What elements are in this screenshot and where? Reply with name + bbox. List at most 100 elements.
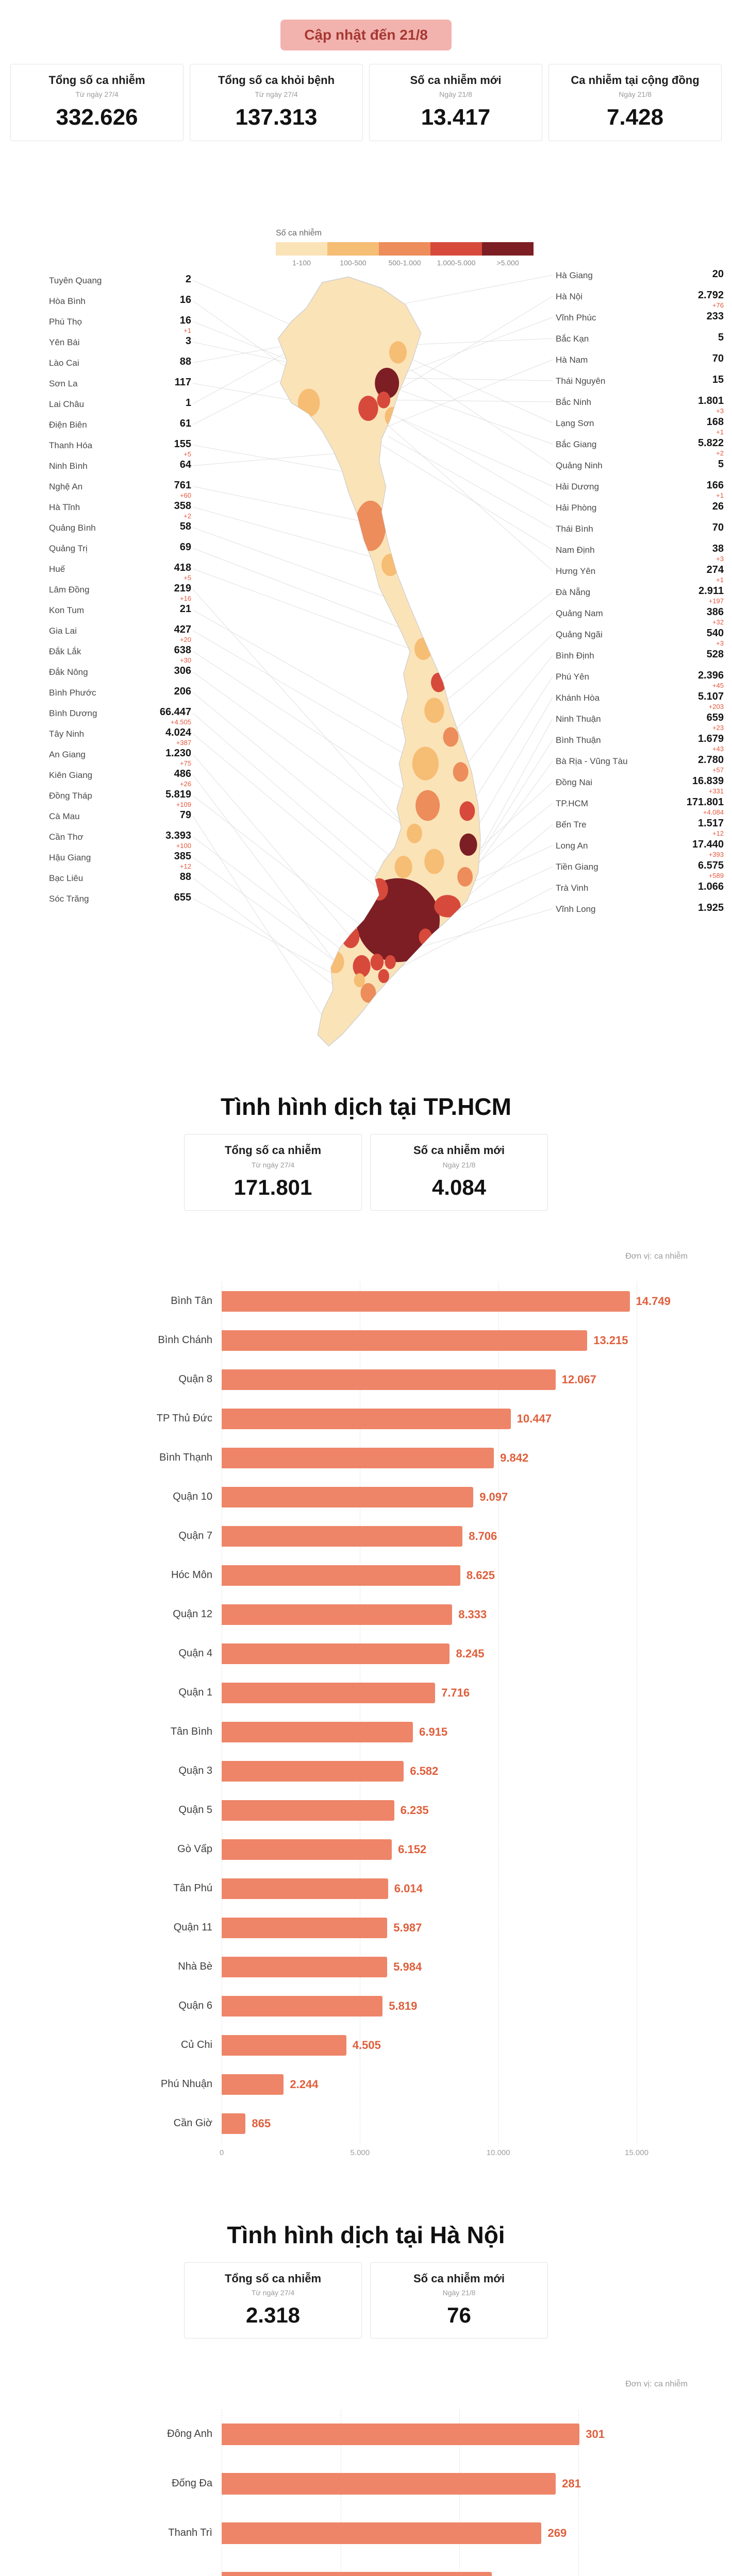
province-name: Lai Châu bbox=[49, 399, 85, 410]
province-row: Phú Yên 2.396 +45 bbox=[556, 670, 724, 691]
bar-row: Cần Giờ 865 bbox=[0, 2104, 732, 2143]
province-total-cases: 70 bbox=[712, 353, 724, 365]
province-name: Nghệ An bbox=[49, 482, 83, 492]
bar-value-label: 13.215 bbox=[593, 1333, 628, 1347]
province-total-cases: 233 bbox=[706, 311, 724, 323]
bar-row: Đống Đa 281 bbox=[0, 2459, 732, 2509]
stat-value: 76 bbox=[447, 2302, 471, 2327]
bar-category-label: Nhà Bè bbox=[178, 1961, 212, 1973]
bar bbox=[222, 1839, 392, 1860]
stat-card-total-cases: Tổng số ca nhiễm Từ ngày 27/4 332.626 bbox=[10, 64, 184, 142]
province-new-cases: +12 bbox=[712, 829, 724, 838]
bar-category-label: Quận 12 bbox=[173, 1608, 212, 1620]
legend-segment: >5.000 bbox=[482, 242, 534, 267]
bar bbox=[222, 1956, 388, 1977]
bar bbox=[222, 1408, 511, 1429]
bar-row: Tân Bình 6.915 bbox=[0, 1713, 732, 1752]
province-total-cases: 5.107 +203 bbox=[697, 691, 724, 711]
province-name: Huế bbox=[49, 564, 65, 574]
bar-category-label: Bình Tân bbox=[171, 1295, 212, 1307]
province-new-cases: +45 bbox=[712, 682, 724, 690]
province-name: Bà Rịa - Vũng Tàu bbox=[556, 756, 628, 767]
bar-row: Bình Chánh 13.215 bbox=[0, 1321, 732, 1360]
province-total-cases: 20 bbox=[712, 268, 724, 280]
x-axis-tick-label: 15.000 bbox=[625, 2148, 648, 2157]
bar bbox=[222, 1369, 556, 1390]
province-row: Khánh Hòa 5.107 +203 bbox=[556, 691, 724, 713]
province-new-cases: +4.505 bbox=[170, 718, 191, 726]
bar-category-label: Phú Nhuận bbox=[160, 2078, 212, 2090]
province-total-cases: 168 +1 bbox=[706, 416, 724, 436]
province-total-cases: 385 +12 bbox=[174, 851, 191, 871]
province-total-cases: 15 bbox=[712, 374, 724, 386]
legend-range-label: 100-500 bbox=[340, 259, 367, 267]
hanoi-stats-row: Tổng số ca nhiễm Từ ngày 27/4 2.318 Số c… bbox=[0, 2262, 732, 2338]
stat-label: Tổng số ca nhiễm bbox=[224, 2272, 322, 2285]
bar-category-label: Gò Vấp bbox=[177, 1843, 212, 1855]
bar-value-label: 9.097 bbox=[479, 1490, 508, 1503]
province-row: Quảng Bình 58 bbox=[49, 521, 191, 542]
province-name: Ninh Bình bbox=[49, 461, 88, 471]
bar-category-label: Quận 4 bbox=[178, 1648, 212, 1659]
bar-row: TP Thủ Đức 10.447 bbox=[0, 1399, 732, 1438]
province-name: Lâm Đồng bbox=[49, 585, 90, 595]
bar-category-label: Hóc Môn bbox=[171, 1569, 212, 1581]
province-name: Đắk Nông bbox=[49, 667, 88, 677]
stat-label: Số ca nhiễm mới bbox=[413, 1144, 505, 1157]
province-total-cases: 16 bbox=[179, 294, 191, 306]
legend-range-label: 1.000-5.000 bbox=[437, 259, 476, 267]
province-row: Quảng Trị 69 bbox=[49, 542, 191, 563]
province-row: Kiên Giang 486 +26 bbox=[49, 769, 191, 789]
province-new-cases: +1 bbox=[716, 492, 724, 500]
header: Cập nhật đến 21/8 bbox=[0, 20, 732, 50]
province-new-cases: +3 bbox=[716, 639, 724, 648]
province-new-cases: +12 bbox=[179, 862, 191, 871]
province-row: Hậu Giang 385 +12 bbox=[49, 851, 191, 872]
province-total-cases: 6.575 +589 bbox=[697, 860, 724, 880]
province-row: Đồng Tháp 5.819 +109 bbox=[49, 789, 191, 810]
bar bbox=[222, 1291, 630, 1312]
province-name: Tuyên Quang bbox=[49, 276, 102, 286]
bar bbox=[222, 2035, 346, 2056]
province-name: Kon Tum bbox=[49, 605, 85, 616]
province-name: Quảng Ngãi bbox=[556, 630, 603, 640]
bar-category-label: Thanh Trì bbox=[168, 2527, 212, 2539]
province-row: Bình Dương 66.447 +4.505 bbox=[49, 707, 191, 727]
bar-category-label: Quận 11 bbox=[173, 1922, 212, 1934]
bar-row: Quận 6 5.819 bbox=[0, 1987, 732, 2026]
province-row: Quảng Nam 386 +32 bbox=[556, 607, 724, 628]
province-new-cases: +2 bbox=[716, 449, 724, 457]
province-total-cases: 16.839 +331 bbox=[692, 775, 724, 795]
province-name: Lào Cai bbox=[49, 358, 79, 368]
stat-label: Tổng số ca nhiễm bbox=[48, 74, 145, 87]
province-name: Khánh Hòa bbox=[556, 693, 600, 703]
province-total-cases: 540 +3 bbox=[706, 628, 724, 648]
hanoi-total-cases-card: Tổng số ca nhiễm Từ ngày 27/4 2.318 bbox=[184, 2262, 362, 2338]
province-total-cases: 1.230 +75 bbox=[165, 748, 191, 768]
bar-value-label: 6.582 bbox=[410, 1764, 439, 1777]
bar-row: Quận 5 6.235 bbox=[0, 1791, 732, 1830]
province-row: Bắc Ninh 1.801 +3 bbox=[556, 396, 724, 417]
province-total-cases: 2 bbox=[185, 274, 191, 285]
bar-row: Củ Chi 4.505 bbox=[0, 2026, 732, 2065]
province-total-cases: 21 bbox=[179, 603, 191, 615]
legend-color-scale: 1-100 100-500 500-1.000 1.000-5.000 >5.000 bbox=[276, 242, 534, 267]
bar-row: Phú Nhuận 2.244 bbox=[0, 2065, 732, 2104]
bar bbox=[222, 1995, 383, 2016]
hcm-unit-note: Đơn vị: ca nhiễm bbox=[625, 1251, 688, 1261]
province-name: Quảng Trị bbox=[49, 544, 88, 554]
bar-category-label: Đống Đa bbox=[172, 2478, 212, 2489]
bar-row: Hai Bà Trưng227 bbox=[0, 2558, 732, 2576]
stat-card-new-cases: Số ca nhiễm mới Ngày 21/8 13.417 bbox=[369, 64, 542, 142]
hanoi-unit-note: Đơn vị: ca nhiễm bbox=[625, 2379, 688, 2388]
province-row: Sóc Trăng 655 bbox=[49, 892, 191, 913]
bar-value-label: 6.915 bbox=[419, 1725, 448, 1738]
bar bbox=[222, 2472, 556, 2495]
province-row: Nghệ An 761 +60 bbox=[49, 480, 191, 501]
province-row: Sơn La 117 bbox=[49, 377, 191, 398]
hanoi-new-cases-card: Số ca nhiễm mới Ngày 21/8 76 bbox=[370, 2262, 548, 2338]
province-total-cases: 486 +26 bbox=[174, 768, 191, 788]
province-new-cases: +4.084 bbox=[703, 808, 724, 817]
bar bbox=[222, 1330, 588, 1351]
province-name: Tây Ninh bbox=[49, 729, 85, 739]
